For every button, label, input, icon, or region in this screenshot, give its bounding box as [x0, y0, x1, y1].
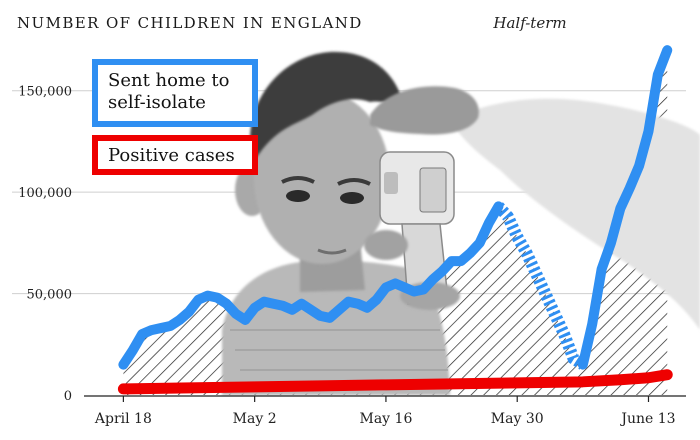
y-tick-label: 0	[64, 389, 72, 404]
x-tick-label: May 2	[233, 411, 277, 427]
y-tick-labels: 0 50,000 100,000 150,000	[18, 85, 72, 404]
half-term-label: Half-term	[493, 14, 567, 32]
y-tick-label: 50,000	[27, 288, 73, 303]
legend-positive-cases-label: Positive cases	[108, 145, 235, 166]
legend-sent-home-line2: self-isolate	[108, 92, 206, 113]
y-tick-label: 150,000	[18, 85, 72, 100]
series-line-sent-home	[118, 201, 504, 370]
series-line-sent-home-after	[577, 45, 673, 370]
y-tick-label: 100,000	[18, 186, 72, 201]
x-axis: April 18 May 2 May 16 May 30 June 13	[84, 395, 686, 427]
legend-positive-cases: Positive cases	[92, 135, 258, 175]
legend-sent-home: Sent home to self-isolate	[92, 59, 258, 127]
legend-sent-home-line1: Sent home to	[108, 70, 230, 91]
chart-title: NUMBER OF CHILDREN IN ENGLAND	[17, 14, 363, 32]
x-tick-label: May 16	[360, 411, 413, 427]
x-tick-label: April 18	[94, 411, 152, 427]
series-group	[117, 45, 673, 395]
series-line-positive-cases	[117, 369, 673, 395]
series-line-sent-home-half-term	[494, 202, 587, 370]
x-tick-label: June 13	[619, 411, 675, 427]
x-tick-label: May 30	[491, 411, 544, 427]
